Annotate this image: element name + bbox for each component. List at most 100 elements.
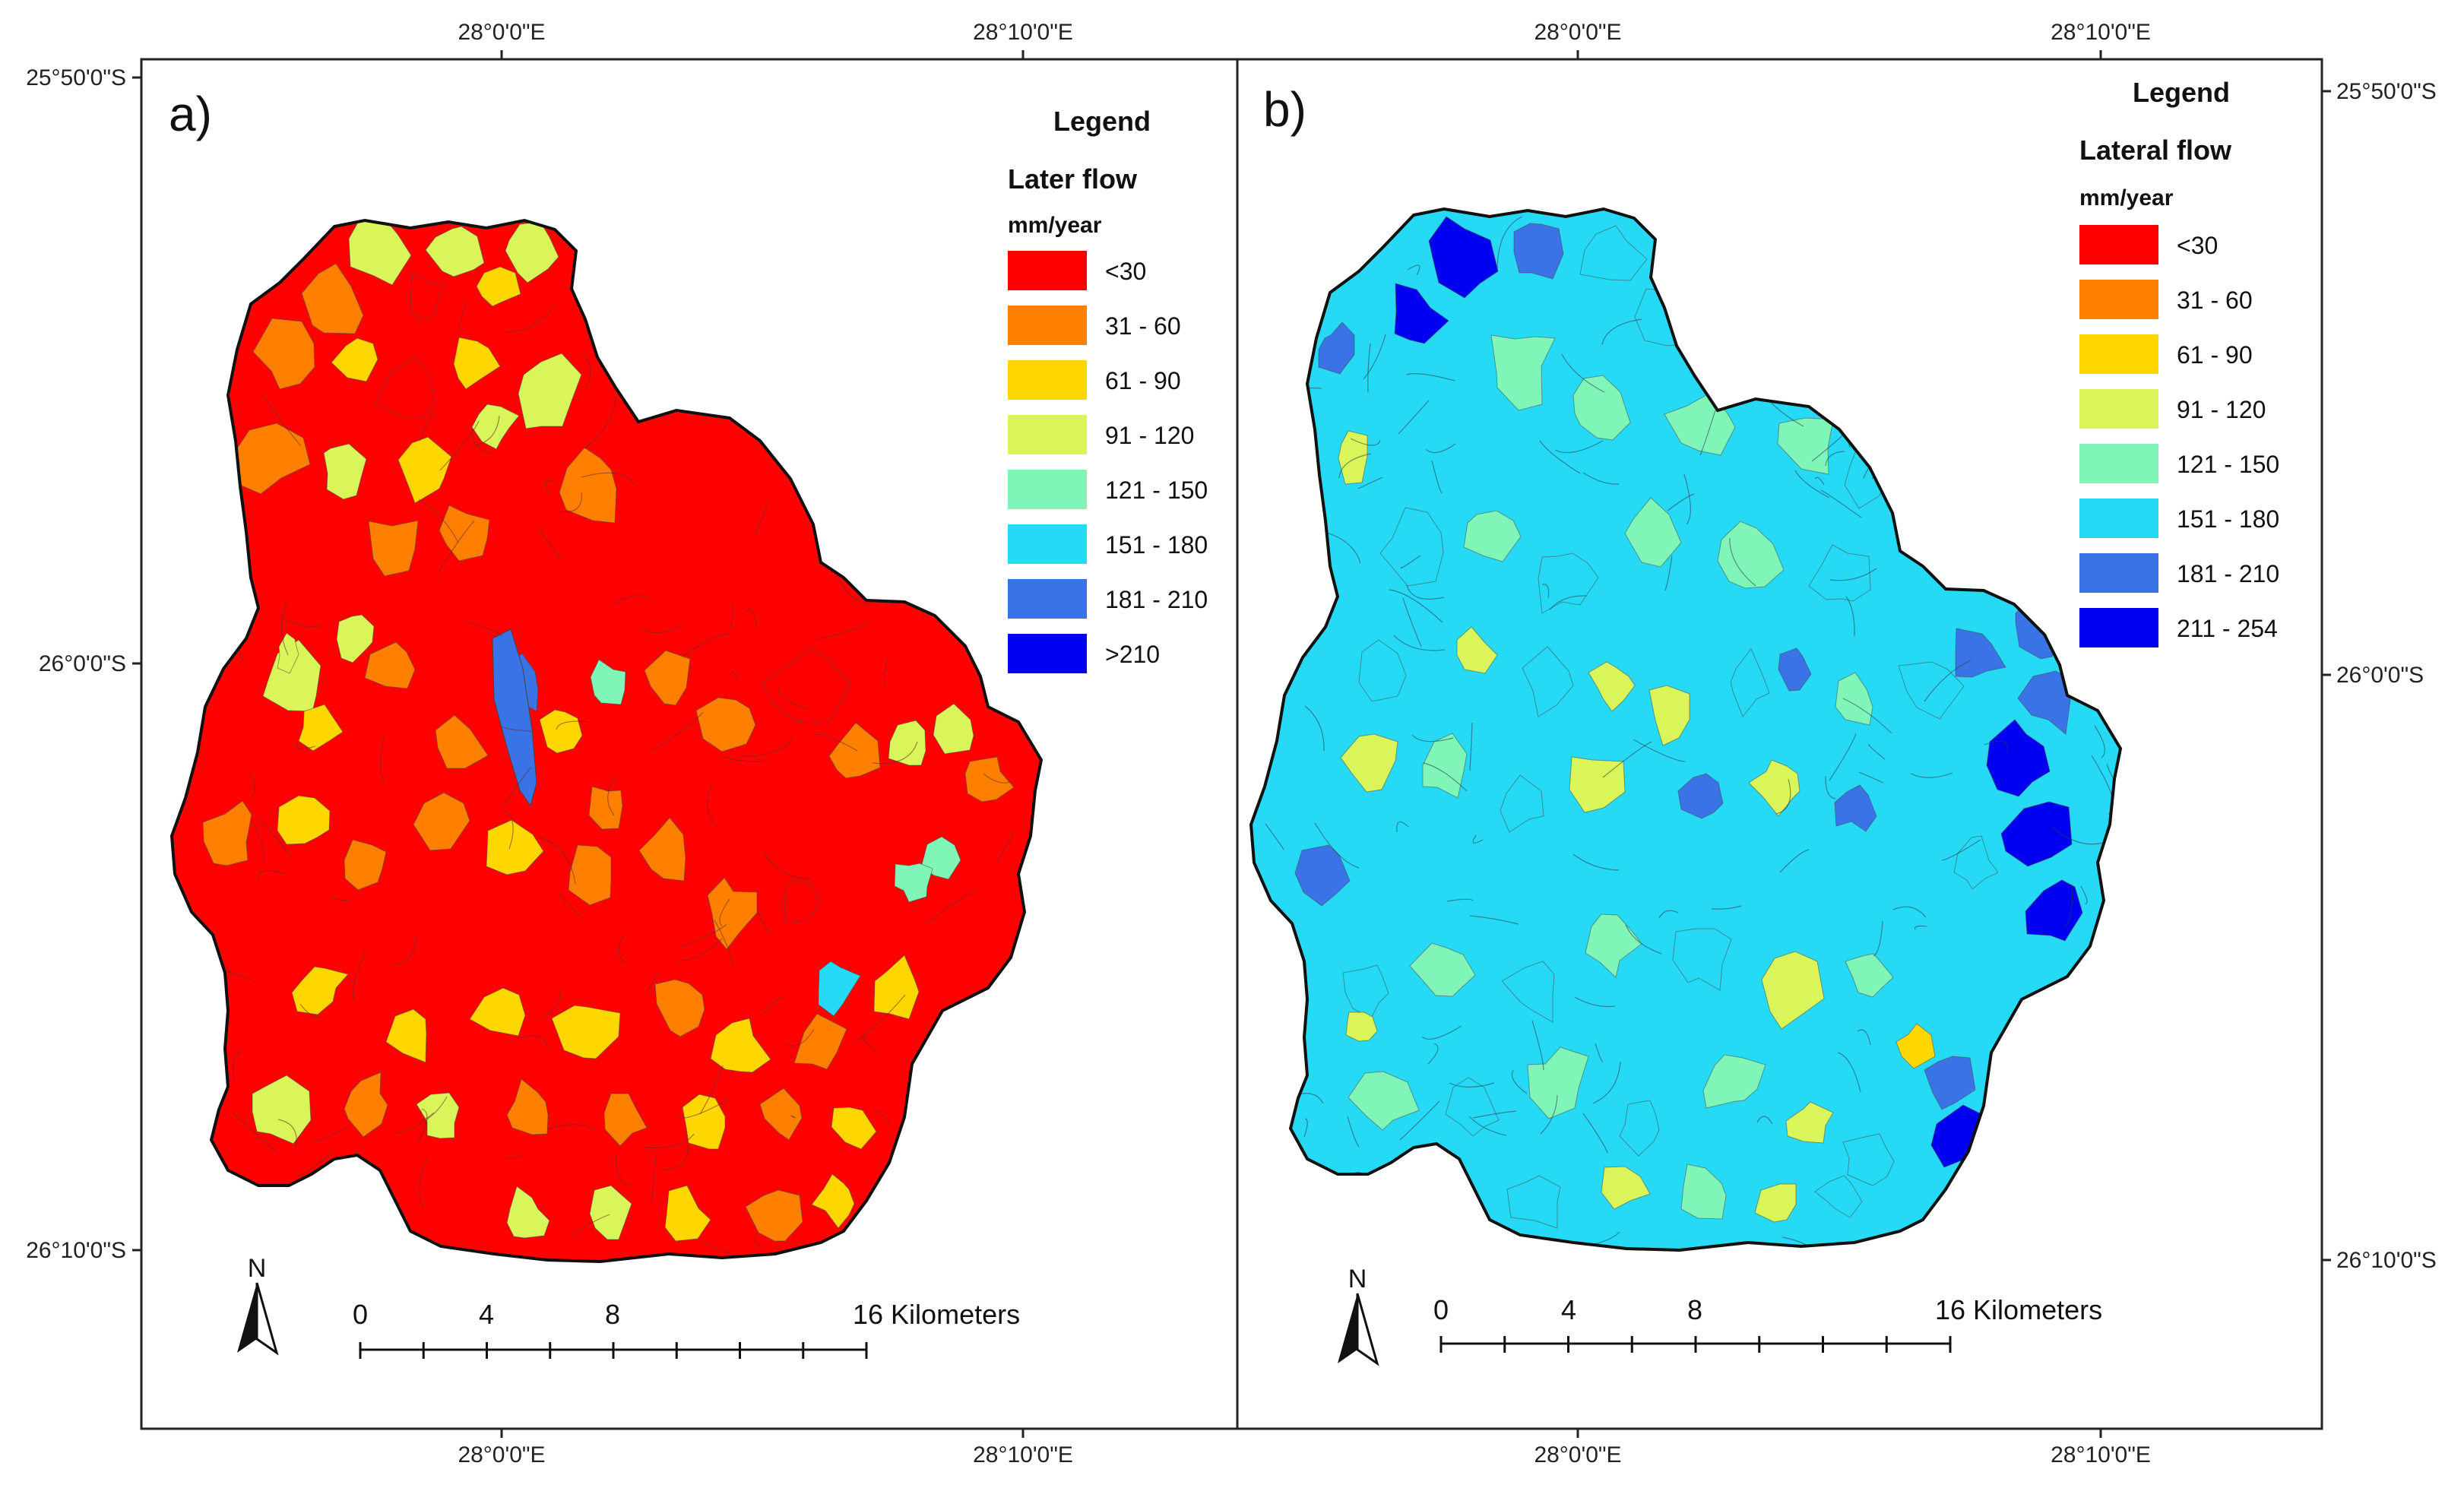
subbasin-boundary xyxy=(1496,216,1523,270)
subbasin-boundary xyxy=(1667,493,1695,511)
subbasin-b xyxy=(1445,1077,1500,1137)
north-arrow-icon: N xyxy=(237,1254,279,1356)
subbasin-boundary xyxy=(730,671,739,681)
subbasin-boundary xyxy=(1335,1220,1345,1233)
subbasin-boundary xyxy=(1710,1246,1751,1250)
subbasin-boundary xyxy=(607,776,617,816)
subbasin-boundary xyxy=(901,1144,949,1158)
subbasin-boundary xyxy=(682,633,730,657)
subbasin-boundary xyxy=(1729,537,1756,587)
subbasin-boundary xyxy=(1825,775,1836,799)
subbasin-boundary xyxy=(1800,214,1849,264)
subbasin-boundary xyxy=(1870,371,1916,392)
subbasin-boundary xyxy=(754,1232,764,1249)
subbasin-boundary xyxy=(419,1158,428,1209)
subbasin-boundary xyxy=(618,935,627,964)
left-lat-label: 25°50'0"S xyxy=(26,65,126,90)
subbasin-boundary xyxy=(677,1099,729,1119)
subbasin-boundary xyxy=(813,733,858,752)
subbasin-boundary xyxy=(1892,906,1927,918)
subbasin-boundary xyxy=(851,546,858,588)
subbasin-boundary xyxy=(727,603,733,628)
subbasin-boundary xyxy=(1003,1183,1021,1199)
subbasin-a xyxy=(471,404,520,450)
subbasin-boundary xyxy=(701,1241,730,1254)
subbasin-boundary xyxy=(540,837,576,885)
subbasin-a xyxy=(654,979,705,1037)
subbasin-boundary xyxy=(1002,1102,1027,1124)
bottom-lon-label: 28°0'0"E xyxy=(1534,1442,1621,1467)
subbasin-boundary xyxy=(1446,898,1474,902)
subbasin-a xyxy=(784,879,822,923)
legend-swatch xyxy=(2079,499,2158,538)
subbasin-b xyxy=(1358,639,1407,702)
subbasin-boundary xyxy=(1393,635,1446,651)
subbasin-b xyxy=(1677,773,1724,819)
top-lon-label: 28°10'0"E xyxy=(2051,20,2151,45)
subbasin-b xyxy=(1409,942,1476,997)
legend-a-title: Legend xyxy=(1053,106,1151,137)
subbasin-boundary xyxy=(699,1065,724,1115)
subbasin-a xyxy=(539,709,583,754)
subbasin-a xyxy=(831,1107,877,1150)
subbasin-b xyxy=(1748,759,1800,817)
subbasin-boundary xyxy=(662,1144,689,1170)
subbasin-boundary xyxy=(418,499,459,543)
subbasin-boundary xyxy=(1814,476,1825,486)
subbasin-boundary xyxy=(1601,318,1642,345)
subbasin-a xyxy=(364,641,416,689)
subbasin-a xyxy=(348,220,412,286)
subbasin-b xyxy=(1585,913,1642,978)
subbasin-boundary xyxy=(963,309,972,315)
subbasin-b xyxy=(1572,375,1631,441)
legend-a: Legend Later flow mm/year <30 31 - 60 61 -… xyxy=(1008,106,1208,673)
legend-swatch xyxy=(1008,634,1087,673)
subbasin-boundary xyxy=(1625,924,1662,955)
subbasin-boundary xyxy=(545,480,557,495)
subbasin-a xyxy=(695,697,756,752)
subbasin-boundary xyxy=(538,527,562,559)
subbasin-a xyxy=(435,714,489,769)
subbasin-boundary xyxy=(296,1151,334,1176)
subbasin-boundary xyxy=(499,724,532,732)
subbasin-b xyxy=(1648,685,1690,746)
legend-label: 121 - 150 xyxy=(1105,476,1208,504)
legend-swatch xyxy=(1008,306,1087,345)
subbasin-boundary xyxy=(1268,209,1281,249)
subbasin-boundary xyxy=(714,920,735,967)
subbasin-boundary xyxy=(419,412,437,442)
subbasin-boundary xyxy=(380,736,385,787)
subbasin-boundary xyxy=(2032,590,2078,606)
subbasin-a xyxy=(505,221,559,283)
subbasin-boundary xyxy=(2094,725,2105,758)
subbasin-boundary xyxy=(1744,240,1778,263)
subbasin-boundary xyxy=(504,306,556,333)
subbasin-boundary xyxy=(1425,443,1456,454)
subbasin-a xyxy=(492,628,537,807)
subbasin-b xyxy=(1619,1100,1660,1157)
subbasin-a xyxy=(344,839,387,891)
subbasin-boundary xyxy=(1421,1025,1462,1040)
subbasin-boundary xyxy=(1602,741,1652,778)
subbasin-boundary xyxy=(280,602,289,656)
scale-label-0: 0 xyxy=(353,1299,368,1330)
subbasin-a xyxy=(873,955,920,1020)
subbasin-boundary xyxy=(1747,209,1779,215)
subbasin-boundary xyxy=(1779,849,1810,873)
subbasin-boundary xyxy=(1699,410,1716,456)
subbasin-boundary xyxy=(762,996,783,1015)
subbasin-b xyxy=(1717,521,1785,589)
subbasin-boundary xyxy=(790,1115,797,1119)
subbasin-boundary xyxy=(1449,1082,1495,1088)
subbasin-b xyxy=(1814,1175,1863,1218)
subbasin-b xyxy=(1601,1166,1651,1210)
subbasin-boundary xyxy=(1511,1069,1528,1094)
subbasin-boundary xyxy=(1595,1043,1604,1062)
subbasin-a xyxy=(331,337,378,382)
subbasin-boundary xyxy=(1472,1110,1517,1119)
subbasin-a xyxy=(964,756,1015,803)
scale-bar-b: 0 4 8 16 Kilometers xyxy=(1433,1294,2102,1353)
subbasin-boundary xyxy=(912,1156,928,1170)
subbasin-boundary xyxy=(178,508,212,550)
subbasin-boundary xyxy=(1686,277,1696,320)
